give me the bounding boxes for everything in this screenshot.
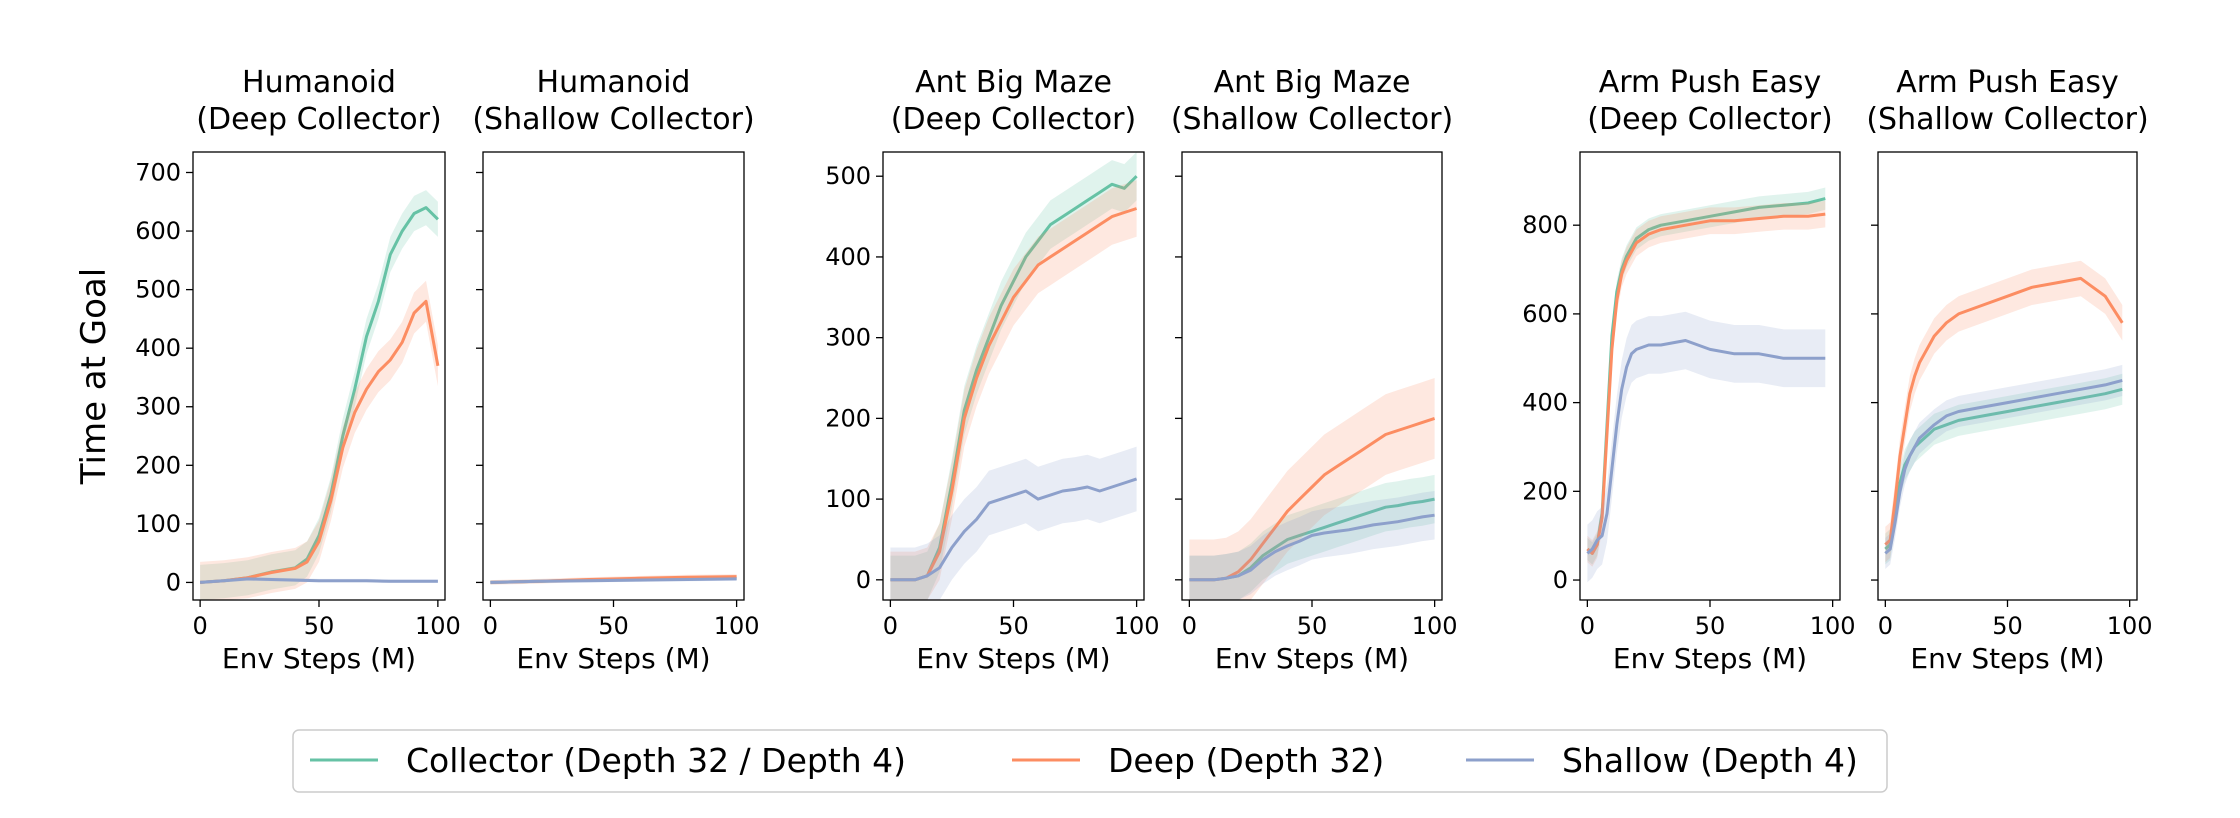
- legend-label-shallow: Shallow (Depth 4): [1562, 741, 1858, 780]
- subplot-6: 0 50 100 Arm Push Easy(Shallow Collector) En…: [1866, 65, 2152, 675]
- series-line-deep: [1884, 276, 2124, 546]
- x-tick-label: 100: [1114, 612, 1160, 640]
- series-line-shallow: [1586, 339, 1826, 555]
- y-tick-label: 300: [825, 324, 871, 352]
- band-collector: [200, 190, 438, 600]
- subplot-title: Humanoid: [537, 65, 691, 100]
- x-tick-label: 100: [1412, 612, 1458, 640]
- subplot-title: Arm Push Easy: [1599, 65, 1822, 100]
- x-tick-label: 50: [1695, 612, 1726, 640]
- legend-label-collector: Collector (Depth 32 / Depth 4): [406, 741, 906, 780]
- series-line-deep: [199, 299, 440, 584]
- legend-label-deep: Deep (Depth 32): [1108, 741, 1384, 780]
- x-tick-label: 0: [483, 612, 498, 640]
- band-shallow: [890, 446, 1137, 600]
- subplot-title: (Shallow Collector): [1866, 102, 2148, 137]
- subplot-title: (Deep Collector): [196, 102, 441, 137]
- subplot-grid: 0 50 1000100200300400500600700Humanoid(Dee…: [135, 65, 2152, 675]
- y-tick-label: 600: [135, 217, 181, 245]
- subplot-2: 0 50 100 Humanoid(Shallow Collector) Env Ste…: [472, 65, 759, 675]
- x-tick-label: 0: [1878, 612, 1893, 640]
- subplot-title: Ant Big Maze: [1214, 65, 1411, 100]
- y-axis-label: Time at Goal: [74, 268, 114, 485]
- series-line-shallow: [199, 577, 438, 584]
- x-tick-label: 50: [998, 612, 1029, 640]
- y-tick-label: 100: [825, 485, 871, 513]
- band-shallow: [1587, 311, 1826, 583]
- y-tick-label: 500: [135, 276, 181, 304]
- axes-frame: [482, 151, 745, 601]
- y-tick-label: 600: [1522, 300, 1568, 328]
- y-tick-label: 0: [1553, 566, 1568, 594]
- y-tick-label: 700: [135, 158, 181, 186]
- subplot-title: (Shallow Collector): [472, 102, 754, 137]
- subplot-3: 0 50 100 0 100 200 300 400 500 Ant Big Maze(Deep …: [825, 65, 1159, 675]
- y-tick-label: 400: [825, 243, 871, 271]
- x-tick-label: 100: [1810, 612, 1856, 640]
- legend-box: [292, 729, 1888, 793]
- x-axis-label: Env Steps (M): [222, 642, 416, 675]
- x-tick-label: 50: [1297, 612, 1328, 640]
- x-tick-label: 0: [1182, 612, 1197, 640]
- band-collector: [1885, 373, 2123, 565]
- x-tick-label: 0: [192, 612, 207, 640]
- y-tick-label: 400: [135, 334, 181, 362]
- y-tick-label: 500: [825, 162, 871, 190]
- band-shallow: [1885, 364, 2123, 569]
- x-axis-label: Env Steps (M): [1613, 642, 1807, 675]
- series-line-deep: [890, 207, 1138, 582]
- series-line-shallow: [1884, 378, 2123, 555]
- x-tick-label: 0: [883, 612, 898, 640]
- x-axis-label: Env Steps (M): [916, 642, 1110, 675]
- band-deep: [890, 180, 1137, 601]
- x-tick-label: 50: [304, 612, 335, 640]
- y-tick-label: 300: [135, 393, 181, 421]
- subplot-title: Ant Big Maze: [915, 65, 1112, 100]
- series-line-collector: [1884, 387, 2123, 551]
- series-line-shallow: [1189, 513, 1435, 582]
- x-tick-label: 100: [2107, 612, 2153, 640]
- subplot-title: (Deep Collector): [891, 102, 1136, 137]
- subplot-1: 0 50 100 0 100 200 300 400 500 600 700 Humanoid(Dee…: [135, 65, 461, 675]
- y-tick-label: 400: [1522, 389, 1568, 417]
- x-tick-label: 50: [598, 612, 629, 640]
- series-line-shallow: [490, 577, 737, 584]
- subplot-title: Arm Push Easy: [1896, 65, 2119, 100]
- y-tick-label: 200: [825, 404, 871, 432]
- y-tick-label: 200: [135, 451, 181, 479]
- y-tick-label: 200: [1522, 477, 1568, 505]
- subplot-4: 0 50 100 Ant Big Maze(Shallow Collector) Env…: [1171, 65, 1458, 675]
- subplot-title: Humanoid: [242, 65, 396, 100]
- x-axis-label: Env Steps (M): [1215, 642, 1409, 675]
- band-deep: [1885, 260, 2123, 563]
- band-shallow: [1189, 491, 1435, 600]
- subplot-title: (Deep Collector): [1587, 102, 1832, 137]
- series-line-deep: [1189, 416, 1436, 582]
- subplot-5: 0 50 100 0 200 400 600 800 Arm Push Easy(Deep Co…: [1522, 65, 1855, 675]
- y-tick-label: 0: [166, 568, 181, 596]
- subplot-title: (Shallow Collector): [1171, 102, 1453, 137]
- legend: Collector (Depth 32 / Depth 4) Deep (Dept…: [292, 729, 1888, 793]
- band-deep: [200, 280, 438, 600]
- y-tick-label: 100: [135, 510, 181, 538]
- x-tick-label: 100: [415, 612, 461, 640]
- series-line-deep: [1586, 212, 1826, 555]
- x-axis-label: Env Steps (M): [1910, 642, 2104, 675]
- y-tick-label: 0: [856, 566, 871, 594]
- x-axis-label: Env Steps (M): [516, 642, 710, 675]
- y-tick-label: 800: [1522, 211, 1568, 239]
- x-tick-label: 0: [1580, 612, 1595, 640]
- x-tick-label: 100: [714, 612, 760, 640]
- x-tick-label: 50: [1992, 612, 2023, 640]
- series-line-shallow: [890, 477, 1138, 582]
